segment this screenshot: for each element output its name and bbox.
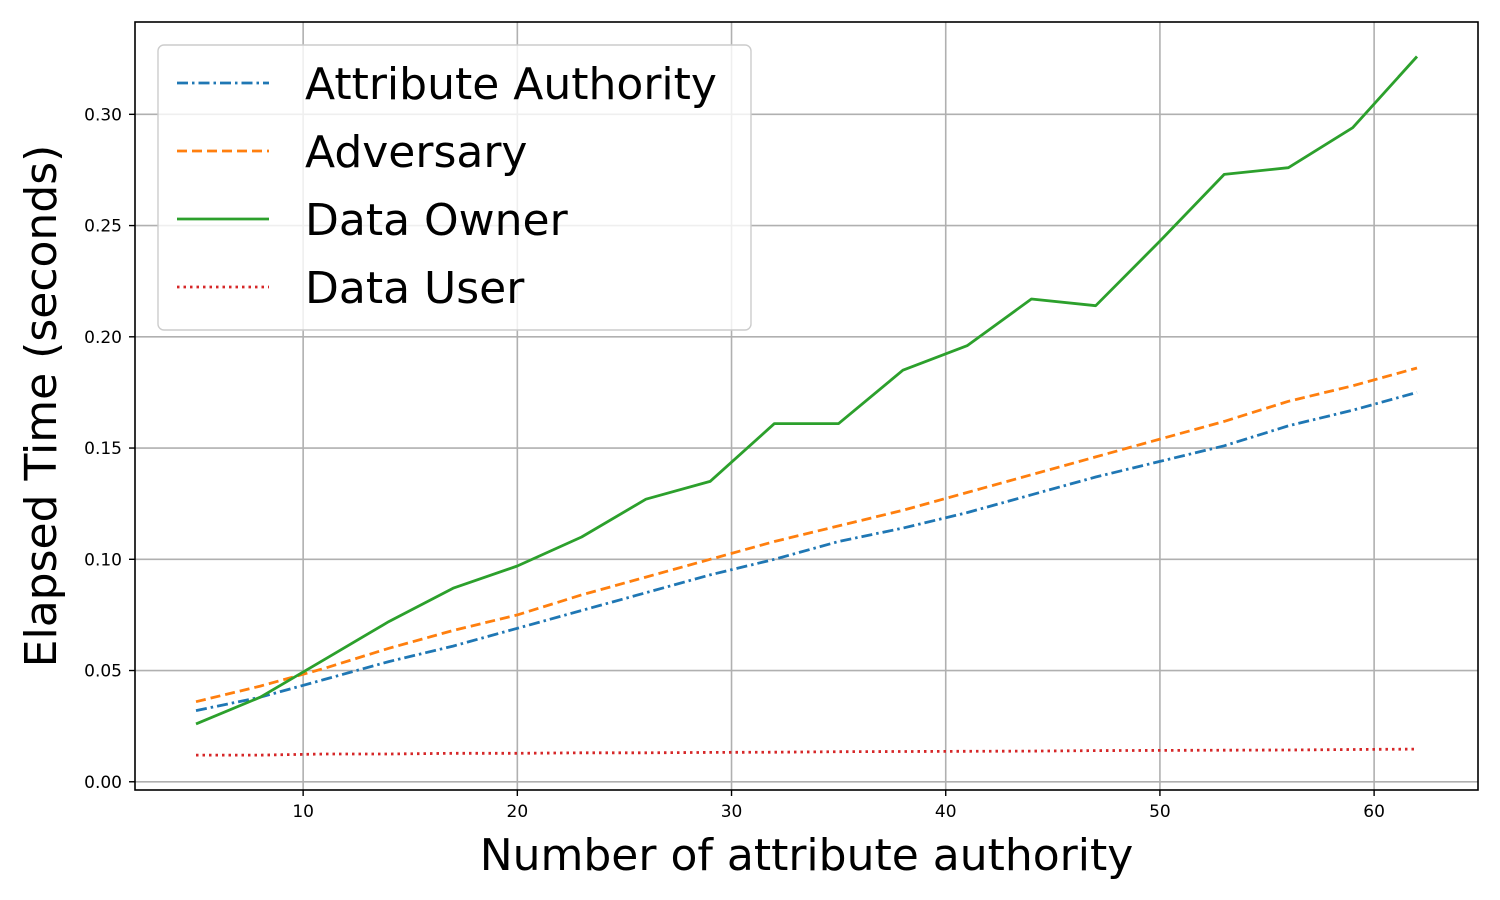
y-tick-label: 0.30	[84, 105, 122, 125]
series-line-3	[196, 747, 1418, 757]
series-line-1	[195, 366, 1418, 704]
axis-ticks: 10 20 30 40 50 60 0.00 0.05 0.10 0.15 0.20 0.25 0.30	[84, 105, 1385, 822]
y-tick-label: 0.25	[84, 217, 122, 237]
series-lines	[195, 55, 1419, 757]
y-tick-label: 0.10	[84, 550, 122, 570]
x-tick-label: 60	[1363, 802, 1385, 822]
legend: Attribute Authority Adversary Data Owner Da…	[157, 44, 752, 331]
legend-box	[157, 44, 752, 331]
plot-area-frame	[134, 21, 1479, 791]
series-line-0	[195, 391, 1418, 712]
x-tick-label: 10	[292, 802, 314, 822]
x-tick-label: 50	[1149, 802, 1171, 822]
x-tick-label: 20	[507, 802, 529, 822]
series-line-2	[195, 55, 1419, 726]
legend-label: Data Owner	[305, 195, 569, 246]
legend-label: Adversary	[305, 127, 527, 178]
y-tick-label: 0.05	[84, 662, 122, 682]
legend-label: Data User	[305, 263, 525, 314]
y-tick-label: 0.15	[84, 439, 122, 459]
legend-label: Attribute Authority	[305, 59, 717, 110]
y-axis-label: Elapsed Time (seconds)	[16, 145, 67, 668]
y-tick-label: 0.20	[84, 328, 122, 348]
x-axis-label: Number of attribute authority	[480, 830, 1134, 881]
x-tick-label: 30	[721, 802, 743, 822]
y-tick-label: 0.00	[84, 773, 122, 793]
x-tick-label: 40	[935, 802, 957, 822]
